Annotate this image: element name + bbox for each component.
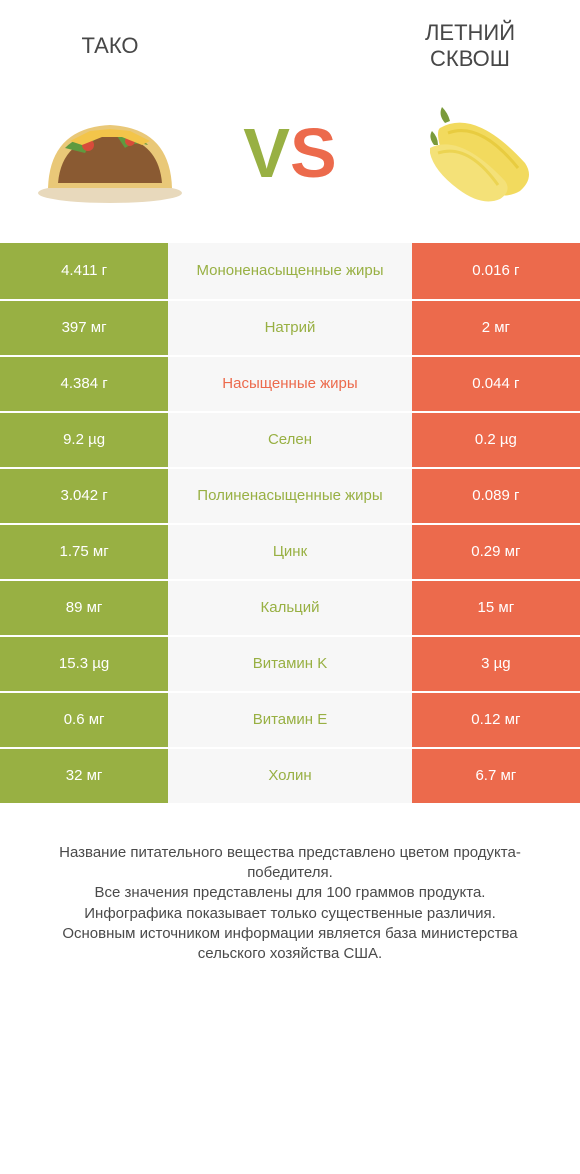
- taco-icon: [30, 93, 190, 213]
- squash-icon: [390, 93, 550, 213]
- table-row: 0.6 мгВитамин E0.12 мг: [0, 691, 580, 747]
- vs-s: S: [290, 114, 337, 192]
- left-value-cell: 397 мг: [0, 301, 168, 355]
- right-value-cell: 0.089 г: [412, 469, 580, 523]
- right-value-cell: 0.2 µg: [412, 413, 580, 467]
- left-value-cell: 1.75 мг: [0, 525, 168, 579]
- table-row: 89 мгКальций15 мг: [0, 579, 580, 635]
- right-value-cell: 0.29 мг: [412, 525, 580, 579]
- right-value-cell: 0.044 г: [412, 357, 580, 411]
- table-row: 32 мгХолин6.7 мг: [0, 747, 580, 803]
- right-value-cell: 2 мг: [412, 301, 580, 355]
- nutrient-label-cell: Селен: [168, 413, 412, 467]
- footer-notes: Название питательного вещества представл…: [0, 803, 580, 985]
- nutrient-label-cell: Полиненасыщенные жиры: [168, 469, 412, 523]
- table-row: 397 мгНатрий2 мг: [0, 299, 580, 355]
- right-value-cell: 0.12 мг: [412, 693, 580, 747]
- left-food-title: ТАКО: [30, 33, 190, 59]
- footer-line: Основным источником информации является …: [30, 924, 550, 965]
- left-value-cell: 9.2 µg: [0, 413, 168, 467]
- right-value-cell: 0.016 г: [412, 243, 580, 299]
- right-value-cell: 15 мг: [412, 581, 580, 635]
- table-row: 9.2 µgСелен0.2 µg: [0, 411, 580, 467]
- left-value-cell: 0.6 мг: [0, 693, 168, 747]
- footer-line: Инфографика показывает только существенн…: [30, 904, 550, 924]
- vs-v: V: [243, 114, 290, 192]
- vs-label: VS: [243, 118, 336, 188]
- right-value-cell: 6.7 мг: [412, 749, 580, 803]
- table-row: 15.3 µgВитамин K3 µg: [0, 635, 580, 691]
- table-row: 4.411 гМононенасыщенные жиры0.016 г: [0, 243, 580, 299]
- left-value-cell: 4.411 г: [0, 243, 168, 299]
- footer-line: Название питательного вещества представл…: [30, 843, 550, 884]
- left-value-cell: 32 мг: [0, 749, 168, 803]
- left-value-cell: 4.384 г: [0, 357, 168, 411]
- nutrient-label-cell: Кальций: [168, 581, 412, 635]
- left-value-cell: 3.042 г: [0, 469, 168, 523]
- right-food-title: ЛЕТНИЙ СКВОШ: [390, 20, 550, 73]
- left-value-cell: 89 мг: [0, 581, 168, 635]
- nutrient-label-cell: Витамин E: [168, 693, 412, 747]
- footer-line: Все значения представлены для 100 граммо…: [30, 883, 550, 903]
- comparison-table: 4.411 гМононенасыщенные жиры0.016 г397 м…: [0, 243, 580, 803]
- nutrient-label-cell: Натрий: [168, 301, 412, 355]
- table-row: 3.042 гПолиненасыщенные жиры0.089 г: [0, 467, 580, 523]
- nutrient-label-cell: Цинк: [168, 525, 412, 579]
- nutrient-label-cell: Витамин K: [168, 637, 412, 691]
- right-value-cell: 3 µg: [412, 637, 580, 691]
- table-row: 1.75 мгЦинк0.29 мг: [0, 523, 580, 579]
- left-value-cell: 15.3 µg: [0, 637, 168, 691]
- nutrient-label-cell: Холин: [168, 749, 412, 803]
- images-row: VS: [0, 83, 580, 243]
- nutrient-label-cell: Насыщенные жиры: [168, 357, 412, 411]
- table-row: 4.384 гНасыщенные жиры0.044 г: [0, 355, 580, 411]
- nutrient-label-cell: Мононенасыщенные жиры: [168, 243, 412, 299]
- header-titles: ТАКО ЛЕТНИЙ СКВОШ: [0, 0, 580, 83]
